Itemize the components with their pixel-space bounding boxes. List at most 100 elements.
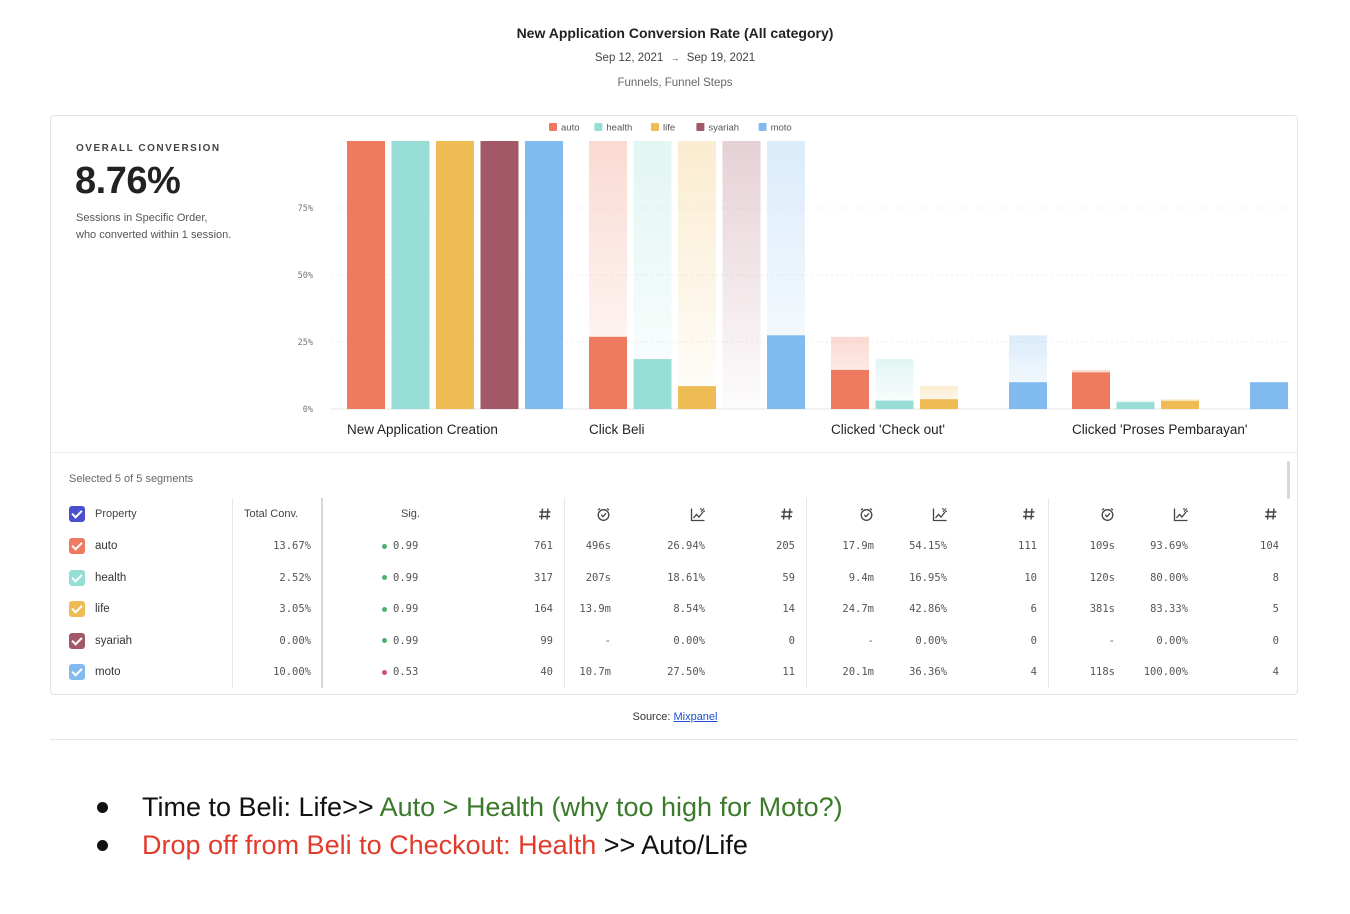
bar-moto	[1009, 382, 1047, 409]
metric-cell: 36.36%	[909, 666, 947, 679]
bar-life	[436, 141, 474, 409]
metric-cell: 120s	[1089, 571, 1115, 584]
metric-cell: 13.9m	[579, 603, 611, 616]
metric-cell: 54.15%	[909, 540, 947, 552]
segment-name: life	[95, 603, 110, 616]
hash-icon[interactable]	[1264, 498, 1278, 530]
notes-list: Time to Beli: Life>> Auto > Health (why …	[95, 788, 843, 864]
significance-text: 0.99	[393, 603, 419, 616]
segment-name: health	[95, 571, 127, 584]
bar-auto	[347, 141, 385, 409]
metric-cell: 109s	[1089, 540, 1115, 552]
metric-cell: 18.61%	[667, 571, 705, 584]
metric-cell: 5	[1272, 603, 1279, 616]
segment-checkbox-life[interactable]	[69, 601, 85, 618]
metric-cell: 0	[1030, 634, 1037, 647]
legend-label-syariah: syariah	[708, 123, 739, 134]
overall-conversion-value: 8.76%	[75, 160, 181, 202]
clock-check-icon[interactable]	[859, 498, 874, 530]
hash-icon[interactable]	[538, 498, 552, 530]
segment-checkbox-auto[interactable]	[69, 538, 85, 554]
column-divider	[806, 498, 807, 688]
segment-name: syariah	[95, 634, 133, 647]
total-conversion: 0.00%	[279, 634, 311, 647]
date-end: Sep 19, 2021	[686, 52, 756, 64]
significance-dot	[382, 669, 387, 675]
segment-name: moto	[95, 666, 121, 679]
metric-cell: 27.50%	[667, 666, 705, 679]
legend-label-life: life	[663, 123, 675, 134]
bar-moto	[767, 335, 805, 409]
metric-cell: 104	[1260, 540, 1279, 552]
x-category-label: Clicked 'Proses Pembarayan'	[1072, 422, 1247, 437]
segment-checkbox-health[interactable]	[69, 569, 85, 586]
clock-check-icon[interactable]	[1100, 498, 1115, 530]
metric-cell: 59	[782, 571, 795, 584]
legend-swatch-life	[651, 123, 659, 131]
metric-cell: 24.7m	[842, 603, 874, 616]
metric-cell: 11	[782, 666, 795, 679]
metric-cell: 0	[788, 634, 795, 647]
description-line-2: who converted within 1 session.	[76, 229, 232, 241]
total-conv-header[interactable]: Total Conv.	[244, 508, 299, 520]
metric-cell: 0.00%	[915, 634, 947, 647]
chart-percent-icon[interactable]	[932, 498, 948, 530]
metric-cell: 4	[1030, 666, 1037, 679]
chart-percent-icon[interactable]	[690, 498, 706, 530]
metric-cell: 10	[1024, 571, 1037, 584]
mixpanel-link[interactable]: Mixpanel	[673, 711, 718, 723]
metric-cell: 83.33%	[1150, 603, 1188, 616]
metric-cell: 0.00%	[1156, 634, 1188, 647]
property-header[interactable]: Property	[95, 508, 137, 520]
metric-cell: 16.95%	[909, 571, 947, 584]
legend-swatch-auto	[549, 123, 557, 131]
overall-conversion-label: OVERALL CONVERSION	[76, 143, 221, 154]
significance-dot	[382, 606, 387, 612]
metric-cell: 93.69%	[1150, 540, 1188, 552]
sig-header[interactable]: Sig.	[401, 508, 420, 520]
clock-check-icon[interactable]	[596, 498, 611, 530]
significance-value: 0.99	[382, 530, 418, 562]
description-line-1: Sessions in Specific Order,	[76, 212, 208, 224]
hash-icon[interactable]	[780, 498, 794, 530]
legend-swatch-moto	[758, 123, 767, 131]
x-category-label: Clicked 'Check out'	[831, 422, 945, 437]
note-2-highlight: Drop off from Beli to Checkout: Health	[142, 830, 597, 860]
note-1-highlight: Auto > Health (why too high for Moto?)	[379, 792, 843, 822]
column-divider	[1048, 498, 1049, 688]
metric-cell: 9.4m	[848, 571, 874, 584]
note-1-prefix: Time to Beli: Life>>	[142, 792, 380, 822]
bar-moto	[525, 141, 563, 409]
y-tick-label: 50%	[298, 271, 313, 281]
metric-cell: 0	[1272, 634, 1279, 647]
segment-checkbox-syariah[interactable]	[69, 632, 85, 649]
bar-health	[633, 359, 672, 409]
significance-value: 0.99	[382, 625, 418, 657]
total-conversion: 3.05%	[279, 603, 311, 616]
legend-label-auto: auto	[561, 123, 580, 134]
segment-checkbox-moto[interactable]	[69, 664, 85, 681]
bar-health	[391, 141, 430, 409]
bar-auto	[1072, 372, 1110, 409]
table-row: health 2.52% 0.99 317 207s 18.61% 59 9.4m 16.95%…	[51, 562, 1297, 594]
select-all-checkbox[interactable]	[69, 506, 85, 522]
overall-conversion-description: Sessions in Specific Order, who converte…	[76, 210, 276, 244]
metric-cell: 6	[1030, 603, 1037, 616]
metric-cell: 4	[1272, 666, 1279, 679]
total-conversion: 2.52%	[279, 571, 311, 584]
hash-icon[interactable]	[1022, 498, 1036, 530]
metric-cell: 761	[534, 540, 553, 552]
report-subtitle: Funnels, Funnel Steps	[617, 77, 733, 89]
table-header-row: Property Total Conv. Sig.	[51, 498, 1297, 530]
selected-segments-label: Selected 5 of 5 segments	[69, 473, 194, 485]
significance-text: 0.53	[393, 666, 419, 679]
significance-value: 0.99	[382, 593, 418, 625]
table-scrollbar[interactable]	[1287, 461, 1290, 499]
metric-cell: 0.00%	[673, 634, 705, 647]
chart-percent-icon[interactable]	[1173, 498, 1189, 530]
legend-label-health: health	[606, 123, 632, 134]
metric-cell: 118s	[1089, 666, 1115, 679]
metric-cell: 164	[534, 603, 553, 616]
significance-text: 0.99	[393, 571, 419, 584]
source-label: Source:	[632, 711, 671, 723]
